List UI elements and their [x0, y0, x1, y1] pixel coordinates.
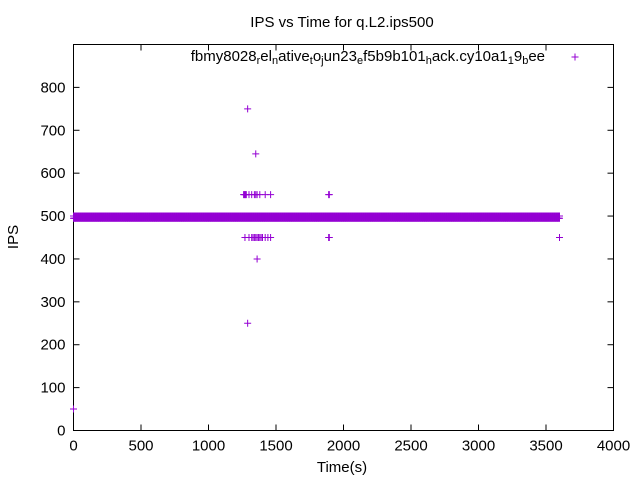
y-tick-label: 200	[40, 337, 65, 354]
plot-area-border	[73, 44, 614, 431]
chart-title: IPS vs Time for q.L2.ips500	[250, 14, 433, 31]
data-point	[252, 150, 260, 158]
legend: fbmy8028relnativetojun23ef5b9b101hack.cy…	[191, 48, 579, 67]
x-tick-label: 500	[128, 438, 153, 455]
y-axis-ticks: 0 100 200 300 400 500 600 700 800	[40, 79, 614, 440]
y-tick-label: 700	[40, 122, 65, 139]
data-point	[244, 319, 252, 327]
legend-text-part: ative	[278, 48, 310, 65]
y-tick-label: 500	[40, 208, 65, 225]
legend-plus-marker	[571, 53, 579, 61]
x-axis-ticks: 0 500 1000 1500 2000 2500 3000 3500 4000	[69, 44, 630, 455]
data-point	[70, 405, 77, 413]
x-axis-label: Time(s)	[317, 459, 367, 476]
y-tick-label: 400	[40, 251, 65, 268]
x-tick-label: 4000	[597, 438, 630, 455]
legend-text-part: 9	[514, 48, 522, 65]
legend-subscript: e	[357, 55, 363, 67]
legend-text-part: o	[313, 48, 321, 65]
legend-subscript: t	[310, 55, 313, 67]
legend-text-part: ack.cy10a1	[432, 48, 508, 65]
x-tick-label: 0	[69, 438, 77, 455]
data-point	[253, 255, 261, 263]
legend-subscript: b	[522, 55, 528, 67]
legend-subscript: j	[320, 55, 323, 67]
data-point	[556, 234, 563, 241]
y-tick-label: 600	[40, 165, 65, 182]
legend-text-part: el	[260, 48, 272, 65]
y-tick-label: 0	[57, 423, 65, 440]
data-point	[325, 191, 333, 199]
legend-text-part: ee	[528, 48, 545, 65]
x-tick-label: 1500	[259, 438, 292, 455]
x-tick-label: 3000	[462, 438, 495, 455]
data-point	[556, 212, 563, 220]
x-tick-label: 2500	[394, 438, 427, 455]
y-tick-label: 800	[40, 79, 65, 96]
data-point	[244, 105, 252, 113]
series-points	[70, 105, 563, 413]
x-tick-label: 1000	[192, 438, 225, 455]
legend-text-part: un23	[324, 48, 357, 65]
data-point	[267, 234, 275, 241]
y-tick-label: 100	[40, 380, 65, 397]
legend-entry-label: fbmy8028relnativetojun23ef5b9b101hack.cy…	[191, 48, 545, 67]
legend-subscript: 1	[508, 55, 514, 67]
x-tick-label: 3500	[529, 438, 562, 455]
x-tick-label: 2000	[327, 438, 360, 455]
legend-subscript: n	[272, 55, 278, 67]
y-tick-label: 300	[40, 294, 65, 311]
legend-subscript: h	[426, 55, 432, 67]
legend-text-part: f5b9b101	[363, 48, 426, 65]
data-point	[325, 234, 333, 241]
legend-subscript: r	[257, 55, 261, 67]
data-point	[267, 191, 275, 199]
legend-text-part: fbmy8028	[191, 48, 257, 65]
y-axis-label: IPS	[5, 225, 22, 249]
legend-marker	[571, 53, 579, 61]
